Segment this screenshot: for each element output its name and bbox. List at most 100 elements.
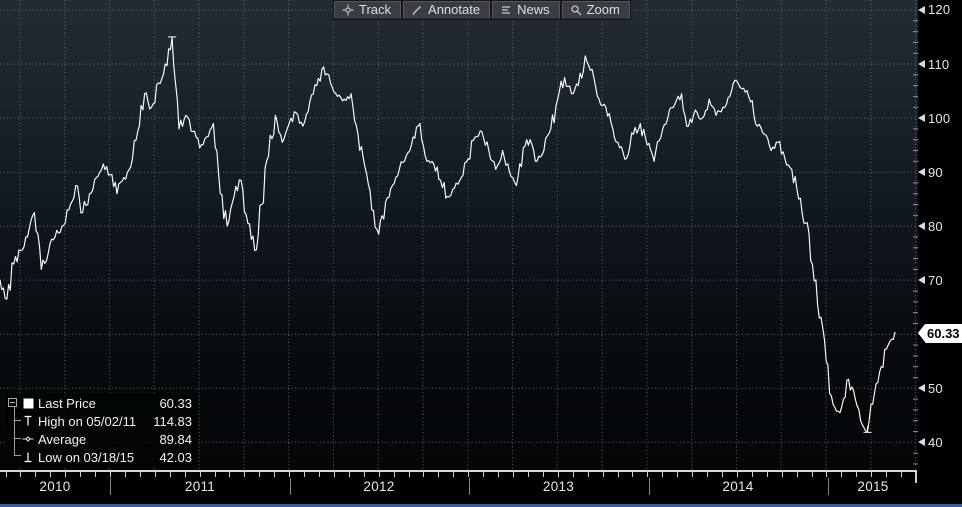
legend-expander-icon[interactable] [8, 398, 17, 407]
y-axis[interactable]: 405060708090100110120 [918, 0, 962, 470]
news-button[interactable]: News [492, 1, 560, 19]
month-tick [333, 472, 335, 477]
y-tick-label: 110 [928, 56, 950, 72]
month-tick [527, 472, 529, 477]
news-button-label: News [517, 1, 550, 17]
legend-label-high: High on 05/02/11 [38, 413, 137, 429]
month-tick [244, 472, 246, 477]
legend-row-last-price[interactable]: Last Price 60.33 [5, 394, 198, 412]
month-tick [542, 472, 544, 477]
last-price-badge-value: 60.33 [927, 326, 960, 341]
y-tick-arrow-icon [918, 438, 925, 447]
zoom-button[interactable]: Zoom [561, 1, 630, 19]
month-tick [587, 472, 589, 477]
chart-plot-area[interactable] [0, 0, 918, 470]
high-marker [168, 36, 177, 43]
legend-tree-line [14, 407, 15, 456]
month-tick [393, 472, 395, 477]
month-tick [483, 472, 485, 477]
legend-value-last-price: 60.33 [159, 395, 192, 411]
month-tick [259, 472, 261, 477]
y-tick-90: 90 [918, 165, 943, 180]
crosshair-icon [342, 4, 354, 16]
legend-tree-line [15, 420, 21, 421]
year-label-2012: 2012 [363, 479, 395, 494]
month-tick [35, 472, 37, 477]
month-tick [169, 472, 171, 477]
year-label-2013: 2013 [542, 479, 575, 494]
month-tick [781, 472, 783, 477]
annotate-button[interactable]: Annotate [403, 1, 491, 19]
year-label-2011: 2011 [184, 479, 216, 494]
legend-row-low[interactable]: Low on 03/18/15 42.03 [5, 448, 198, 466]
legend-label-last-price: Last Price [38, 395, 96, 411]
month-tick [50, 472, 52, 477]
month-tick [154, 472, 156, 477]
legend-value-average: 89.84 [159, 431, 192, 447]
month-tick [901, 472, 902, 477]
axis-corner-stub [915, 472, 917, 483]
legend-tree-line [15, 438, 21, 439]
month-tick [139, 472, 141, 477]
y-tick-arrow-icon [918, 60, 925, 69]
month-tick [736, 472, 738, 477]
month-tick [20, 472, 22, 477]
month-tick [65, 472, 67, 477]
legend-label-low: Low on 03/18/15 [38, 449, 135, 465]
price-line [0, 37, 896, 432]
high-marker-icon [22, 415, 34, 427]
year-label-2010: 2010 [39, 479, 71, 494]
y-tick-40: 40 [918, 435, 943, 450]
y-tick-label: 50 [928, 380, 943, 396]
month-tick [184, 472, 186, 477]
month-tick [95, 472, 97, 477]
month-tick [319, 472, 320, 477]
month-tick [408, 472, 410, 477]
track-button-label: Track [359, 1, 392, 17]
price-chart-svg [0, 0, 918, 470]
line-swatch [22, 397, 34, 409]
y-tick-arrow-icon [918, 276, 925, 285]
month-tick [707, 472, 708, 477]
month-tick [856, 472, 858, 477]
news-lines-icon [500, 4, 512, 16]
month-tick [677, 472, 679, 477]
month-tick [214, 472, 216, 477]
month-tick [498, 472, 500, 477]
chart-legend: Last Price 60.33 High on 05/02/11 114.83 Ave… [5, 393, 198, 467]
y-tick-label: 40 [928, 434, 943, 450]
month-tick [796, 472, 798, 477]
y-tick-label: 100 [928, 110, 951, 126]
month-tick [841, 472, 843, 477]
track-button[interactable]: Track [334, 1, 402, 19]
legend-row-high[interactable]: High on 05/02/11 114.83 [5, 412, 198, 430]
chart-toolbar: Track Annotate News Zoom [333, 0, 631, 20]
month-tick [871, 472, 873, 477]
legend-row-average[interactable]: Average 89.84 [5, 430, 198, 448]
month-tick [811, 472, 813, 477]
month-tick [617, 472, 619, 477]
y-tick-100: 100 [918, 111, 950, 126]
magnifier-icon [570, 4, 582, 16]
year-label-2014: 2014 [722, 479, 754, 494]
month-tick [124, 472, 126, 477]
month-tick [274, 472, 276, 477]
legend-tree-line [15, 455, 21, 456]
y-tick-label: 90 [928, 164, 943, 180]
month-tick [513, 472, 514, 477]
y-tick-arrow-icon [918, 222, 925, 231]
month-tick [378, 472, 380, 477]
average-marker-icon [22, 433, 34, 445]
year-separator [469, 478, 470, 495]
last-price-badge: 60.33 [918, 324, 962, 343]
y-tick-arrow-icon [918, 168, 925, 177]
x-axis[interactable]: 2010 2011 2012 2013 2014 2015 [0, 470, 918, 504]
month-tick [632, 472, 634, 477]
low-marker [863, 426, 872, 433]
y-tick-70: 70 [918, 273, 943, 288]
y-tick-arrow-icon [918, 384, 925, 393]
month-tick [453, 472, 455, 477]
y-tick-80: 80 [918, 219, 943, 234]
month-tick [289, 472, 291, 477]
